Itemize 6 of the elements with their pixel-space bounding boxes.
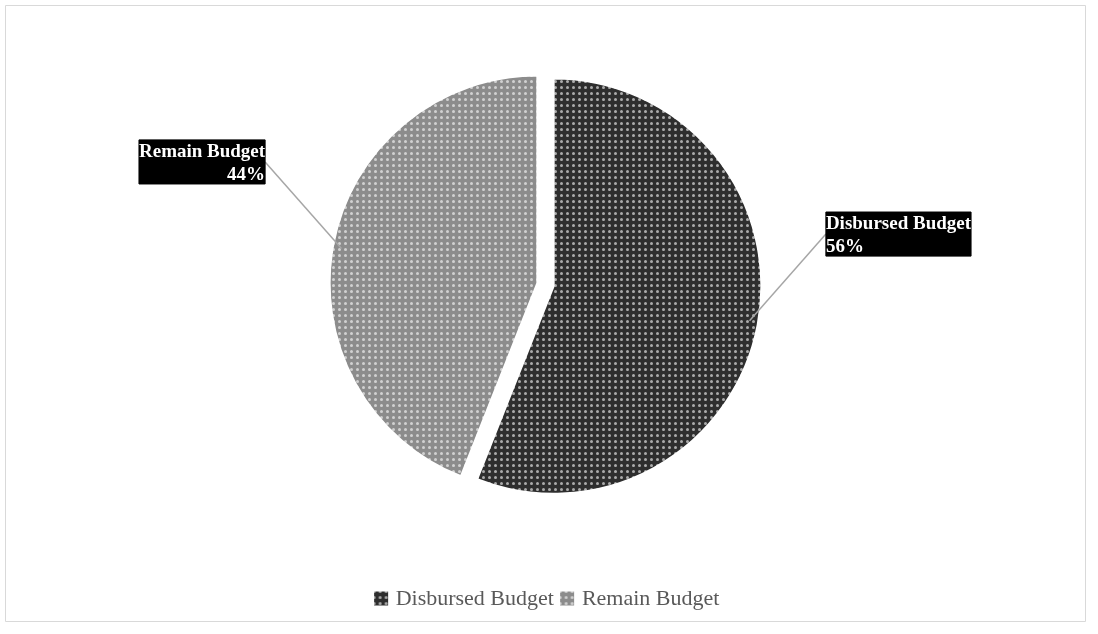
data-label: 44% xyxy=(227,162,266,184)
slice-label: Remain Budget xyxy=(138,139,266,161)
legend-label: Remain Budget xyxy=(581,585,720,611)
slice-label: Disbursed Budget xyxy=(825,212,972,234)
legend-label: Disbursed Budget xyxy=(395,585,554,611)
data-label: 56% xyxy=(825,235,864,257)
